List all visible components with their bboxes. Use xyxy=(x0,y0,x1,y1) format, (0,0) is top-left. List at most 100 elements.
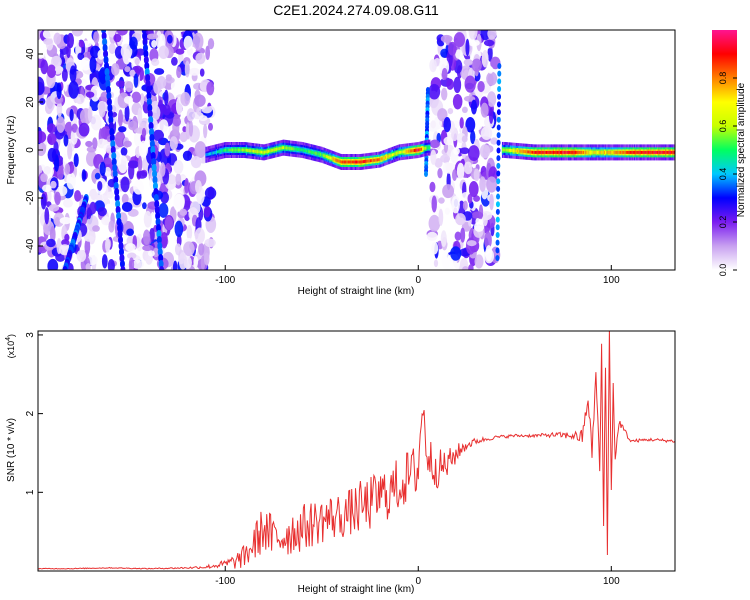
streak-segment xyxy=(497,93,502,100)
noise-blob xyxy=(430,149,437,165)
ridge-cell xyxy=(426,146,429,150)
streak-segment xyxy=(107,110,113,118)
snr-scale-exponent: 4 xyxy=(5,337,12,341)
ridge-cell xyxy=(296,147,299,151)
streak-segment xyxy=(154,200,160,208)
y-tick-label: 1 xyxy=(25,489,36,495)
streak-segment xyxy=(149,134,155,142)
noise-blob xyxy=(97,49,105,60)
ridge-cell xyxy=(501,148,504,152)
noise-blob xyxy=(47,147,57,162)
streak-segment xyxy=(148,116,154,124)
noise-blob xyxy=(80,57,91,71)
ridge-cell xyxy=(662,150,665,154)
ridge-cell xyxy=(645,150,647,154)
ridge-cell xyxy=(233,148,235,152)
noise-blob xyxy=(208,122,213,131)
ridge-cell xyxy=(644,150,646,154)
ridge-cell xyxy=(536,150,539,154)
streak-segment xyxy=(496,116,501,123)
noise-blob xyxy=(46,64,57,79)
figure-title: C2E1.2024.274.09.08.G11 xyxy=(273,2,439,18)
streak-segment xyxy=(115,200,121,208)
noise-blob xyxy=(471,58,482,72)
streak-segment xyxy=(157,242,163,250)
ridge-cell xyxy=(576,150,578,154)
streak-segment xyxy=(143,50,149,58)
noise-blob xyxy=(120,43,133,60)
ridge-cell xyxy=(206,153,208,157)
noise-blob xyxy=(47,258,59,270)
ridge-cell xyxy=(332,157,335,161)
ridge-cell xyxy=(416,148,418,152)
ridge-cell xyxy=(349,160,351,164)
ridge-cell xyxy=(562,150,564,154)
ridge-cell xyxy=(642,150,644,154)
ridge-cell xyxy=(594,150,596,154)
ridge-cell xyxy=(329,156,331,160)
ridge-cell xyxy=(512,149,514,153)
streak-segment xyxy=(114,194,120,202)
noise-blob xyxy=(205,45,211,60)
ridge-cell xyxy=(549,150,551,154)
noise-blob xyxy=(98,101,106,118)
noise-blob xyxy=(131,259,144,269)
ridge-cell xyxy=(380,157,382,161)
snr-x-ticks: -100 0 100 xyxy=(215,566,620,587)
noise-blob xyxy=(85,263,91,270)
noise-region xyxy=(423,30,502,270)
snr-y-ticks: 1 2 3 xyxy=(25,332,43,495)
streak-segment xyxy=(496,147,501,154)
x-tick-label: 0 xyxy=(415,275,421,286)
streak-segment xyxy=(159,266,165,270)
noise-blob xyxy=(38,51,45,59)
noise-blob xyxy=(467,39,480,47)
noise-blob xyxy=(49,226,56,243)
noise-blob xyxy=(486,71,498,86)
streak-segment xyxy=(150,152,156,160)
noise-blob xyxy=(94,172,101,180)
noise-blob xyxy=(103,157,112,165)
ridge-cell xyxy=(323,154,325,158)
noise-blob xyxy=(50,180,57,189)
ridge-cell xyxy=(527,150,529,154)
ridge-cell xyxy=(254,149,256,153)
ridge-cell xyxy=(655,150,658,154)
ridge-cell xyxy=(615,150,617,154)
noise-blob xyxy=(71,30,84,37)
ridge-cell xyxy=(602,150,605,154)
noise-region xyxy=(38,30,217,270)
ridge-cell xyxy=(366,159,368,163)
noise-blob xyxy=(481,50,489,68)
ridge-cell xyxy=(261,150,263,154)
streak-segment xyxy=(152,182,158,190)
ridge-cell xyxy=(294,147,297,151)
noise-blob xyxy=(68,80,79,99)
ridge-cell xyxy=(593,150,595,154)
streak-segment xyxy=(144,68,150,76)
ridge-cell xyxy=(368,159,371,163)
ridge-cell xyxy=(373,158,375,162)
ridge-cell xyxy=(657,150,659,154)
noise-blob xyxy=(480,102,489,118)
noise-blob xyxy=(194,227,205,244)
streak-segment xyxy=(496,155,501,162)
streak-segment xyxy=(153,188,159,196)
noise-blob xyxy=(89,201,97,215)
noise-blob xyxy=(471,211,484,219)
streak-segment xyxy=(116,212,122,220)
noise-blob xyxy=(488,66,494,74)
noise-blob xyxy=(193,255,199,268)
ridge-cell xyxy=(585,150,587,154)
ridge-cell xyxy=(555,150,557,154)
ridge-cell xyxy=(625,150,628,154)
x-tick-label: 100 xyxy=(603,275,620,286)
ridge-cell xyxy=(543,150,546,154)
noise-blob xyxy=(482,212,488,227)
noise-blob xyxy=(429,181,436,193)
streak-segment xyxy=(142,44,148,52)
ridge-cell xyxy=(538,150,541,154)
ridge-cell xyxy=(413,148,416,152)
streak-segment xyxy=(496,139,501,146)
ridge-cell xyxy=(259,150,262,154)
